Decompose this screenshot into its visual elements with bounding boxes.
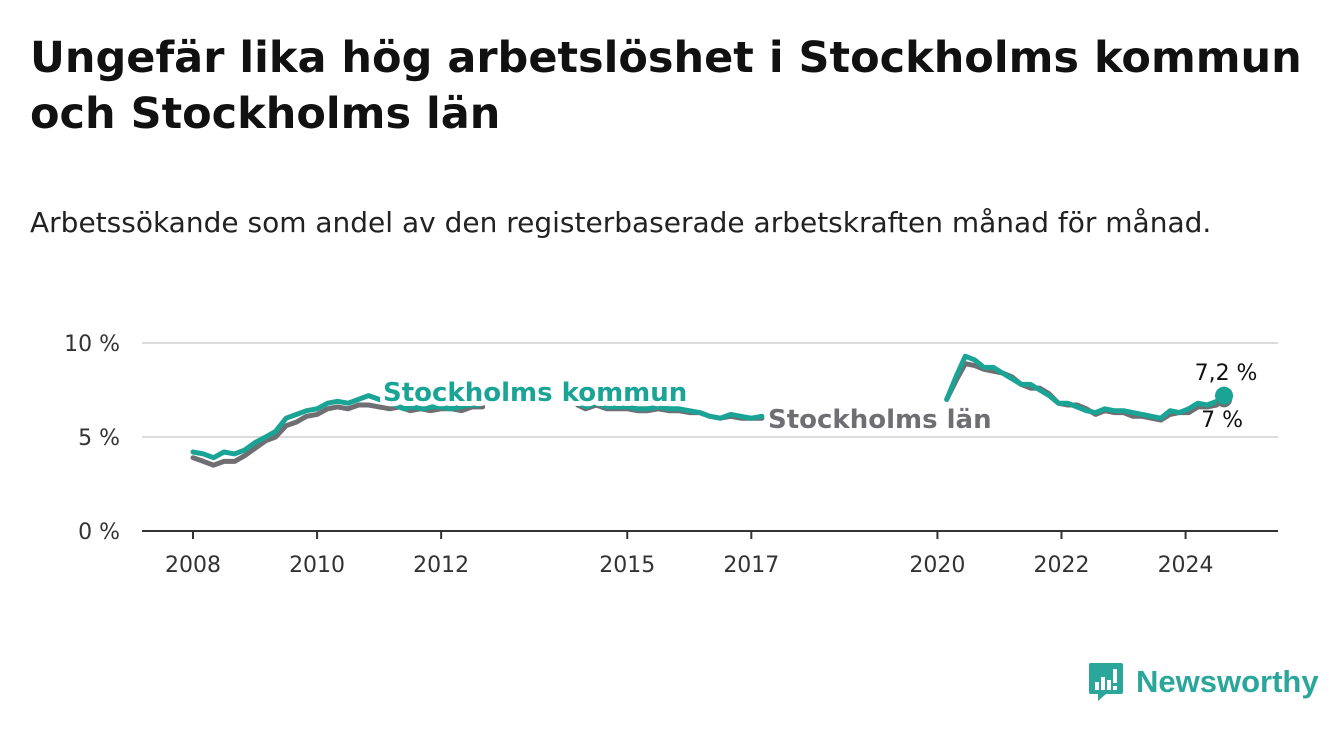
brand-name: Newsworthy [1136, 664, 1319, 699]
grid-layer: 0 % 5 % 10 % [64, 332, 1278, 545]
x-tick-label: 2022 [1034, 553, 1090, 578]
series-line-stockholms-kommun [392, 402, 481, 412]
chart-subtitle: Arbetssökande som andel av den registerb… [30, 206, 1212, 239]
y-tick-label: 0 % [78, 520, 120, 545]
end-point-stockholms-kommun [1215, 386, 1234, 405]
x-tick-label: 2010 [289, 553, 345, 578]
x-tick-label: 2015 [599, 553, 655, 578]
x-tick-label: 2008 [165, 553, 221, 578]
y-tick-label: 10 % [64, 332, 120, 357]
x-tick-label: 2012 [413, 553, 469, 578]
series-line-stockholms-kommun [190, 393, 393, 461]
series-label-stockholms-lan: Stockholms län [768, 405, 992, 435]
chart-title: Ungefär lika hög arbetslöshet i Stockhol… [30, 33, 1302, 139]
series-layer [190, 353, 1234, 468]
x-tick-label: 2024 [1158, 553, 1214, 578]
brand-logo: Newsworthy [1088, 660, 1319, 704]
series-line-stockholms-kommun [944, 353, 1227, 421]
x-tick-label: 2017 [723, 553, 779, 578]
end-value-label-stockholms-lan: 7 % [1201, 408, 1243, 433]
end-value-label-stockholms-kommun: 7,2 % [1195, 361, 1258, 386]
y-tick-label: 5 % [78, 426, 120, 451]
newsworthy-logo-icon [1089, 663, 1123, 701]
label-layer: Stockholms kommun Stockholms län 7,2 % 7 % [378, 361, 1258, 440]
x-axis: 2008 2010 2012 2015 2017 2020 2022 2024 [142, 530, 1278, 578]
series-label-stockholms-kommun: Stockholms kommun [383, 378, 687, 408]
series-line-stockholms-lan [190, 402, 486, 468]
series-line-stockholms-kommun [575, 400, 765, 421]
x-tick-label: 2020 [909, 553, 965, 578]
